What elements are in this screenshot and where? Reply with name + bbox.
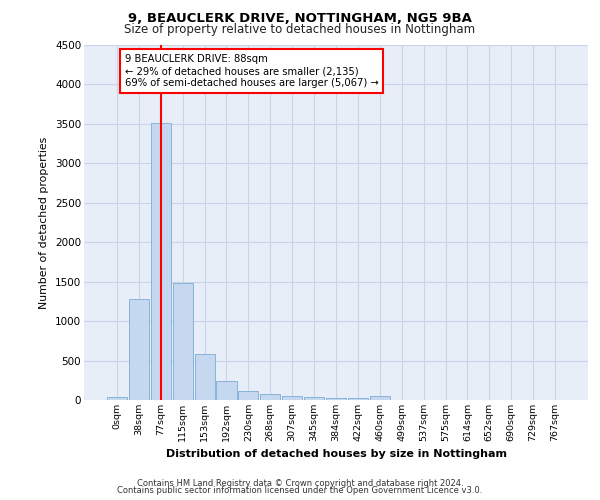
Bar [370, 396, 390, 400]
Bar [173, 283, 193, 400]
Bar [151, 123, 171, 400]
Text: 9 BEAUCLERK DRIVE: 88sqm
← 29% of detached houses are smaller (2,135)
69% of sem: 9 BEAUCLERK DRIVE: 88sqm ← 29% of detach… [125, 54, 379, 88]
Text: Contains public sector information licensed under the Open Government Licence v3: Contains public sector information licen… [118, 486, 482, 495]
X-axis label: Distribution of detached houses by size in Nottingham: Distribution of detached houses by size … [166, 450, 506, 460]
Y-axis label: Number of detached properties: Number of detached properties [40, 136, 49, 308]
Text: Size of property relative to detached houses in Nottingham: Size of property relative to detached ho… [124, 22, 476, 36]
Bar [194, 354, 215, 400]
Bar [348, 398, 368, 400]
Text: 9, BEAUCLERK DRIVE, NOTTINGHAM, NG5 9BA: 9, BEAUCLERK DRIVE, NOTTINGHAM, NG5 9BA [128, 12, 472, 26]
Bar [217, 381, 236, 400]
Bar [326, 398, 346, 400]
Bar [107, 397, 127, 400]
Bar [282, 396, 302, 400]
Bar [129, 299, 149, 400]
Text: Contains HM Land Registry data © Crown copyright and database right 2024.: Contains HM Land Registry data © Crown c… [137, 478, 463, 488]
Bar [304, 397, 324, 400]
Bar [238, 392, 259, 400]
Bar [260, 394, 280, 400]
